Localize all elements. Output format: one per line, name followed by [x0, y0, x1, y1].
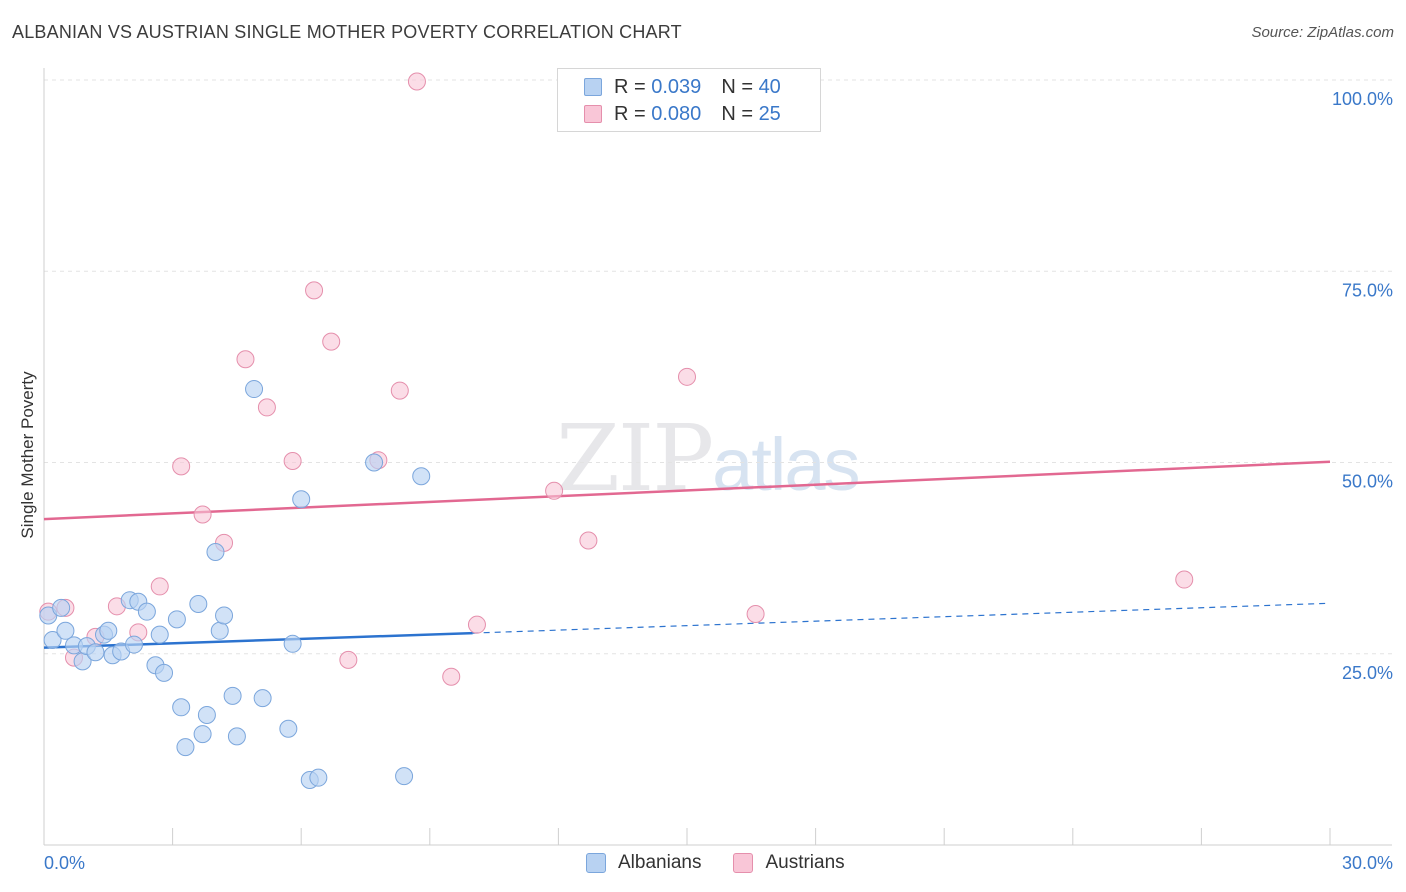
austrian-point [467, 615, 486, 634]
albanians-r-value: 0.039 [651, 75, 702, 98]
x-tick-label: 30.0% [1342, 853, 1393, 873]
austrians-n-value: 25 [758, 102, 781, 125]
r-label: R = [614, 75, 646, 98]
watermark-atlas: atlas [712, 423, 860, 506]
austrian-point [407, 72, 426, 91]
albanians-legend-label: Albanians [618, 852, 702, 873]
albanian-trend-extrapolation [472, 602, 1331, 634]
austrian-point [442, 667, 461, 686]
austrian-point [545, 481, 564, 500]
albanian-point [167, 610, 186, 629]
legend-row-austrians: R = 0.080 N = 25 [584, 102, 781, 126]
austrian-point [172, 457, 191, 476]
albanian-point [125, 635, 144, 654]
austrian-point [193, 505, 212, 524]
austrians-legend-label: Austrians [765, 852, 845, 873]
y-tick-label: 100.0% [1332, 89, 1393, 109]
albanian-point [253, 689, 272, 708]
albanian-point [86, 643, 105, 662]
chart-title: ALBANIAN VS AUSTRIAN SINGLE MOTHER POVER… [12, 22, 682, 42]
data-points [39, 72, 1194, 789]
austrian-point [305, 281, 324, 300]
legend-item-albanians[interactable]: Albanians [586, 852, 701, 874]
albanian-point [223, 686, 242, 705]
albanians-swatch [584, 78, 602, 96]
y-tick-label: 75.0% [1342, 280, 1393, 300]
albanian-point [43, 630, 62, 649]
albanian-point [245, 380, 264, 399]
austrian-point [678, 367, 696, 386]
albanian-point [210, 621, 229, 640]
albanian-point [137, 602, 156, 621]
albanian-point [292, 490, 311, 509]
y-tick-label: 25.0% [1342, 663, 1393, 683]
albanian-point [279, 719, 298, 738]
albanian-point [150, 625, 169, 644]
y-tick-label: 50.0% [1342, 472, 1393, 492]
albanian-point [206, 543, 225, 562]
albanian-point [227, 727, 246, 746]
austrian-point [746, 604, 765, 623]
austrian-point [257, 398, 276, 417]
stats-legend: R = 0.039 N = 40 R = 0.080 N = 25 [557, 68, 821, 132]
austrian-point [1175, 570, 1194, 589]
austrians-r-value: 0.080 [651, 102, 702, 125]
albanian-point [52, 598, 71, 617]
albanian-point [193, 725, 212, 744]
source-label: Source: ZipAtlas.com [1251, 24, 1394, 41]
albanian-point [176, 738, 195, 757]
austrian-point [283, 451, 302, 470]
albanian-point [215, 606, 234, 625]
n-label: N = [721, 75, 753, 98]
austrian-point [579, 531, 598, 550]
axes [43, 68, 1392, 846]
austrian-trend-line [43, 460, 1331, 521]
austrian-point [236, 350, 255, 369]
tick-labels: 25.0% 50.0% 75.0% 100.0% 0.0% 30.0% [44, 89, 1393, 873]
albanian-point [365, 453, 384, 472]
trend-lines [43, 460, 1331, 649]
legend-row-albanians: R = 0.039 N = 40 [584, 75, 781, 99]
austrian-point [322, 332, 341, 351]
albanian-point [283, 634, 302, 653]
legend-item-austrians[interactable]: Austrians [733, 852, 845, 874]
albanian-point [99, 621, 118, 640]
albanians-legend-swatch [586, 853, 606, 873]
albanians-n-value: 40 [758, 75, 781, 98]
n-label: N = [721, 102, 753, 125]
austrian-point [339, 650, 358, 669]
austrians-legend-swatch [733, 853, 754, 873]
series-legend: Albanians Austrians [586, 852, 877, 874]
austrian-point [390, 381, 409, 400]
albanian-point [197, 705, 216, 724]
austrians-swatch [584, 105, 602, 123]
albanian-point [412, 467, 431, 486]
albanian-point [189, 595, 208, 614]
albanian-point [56, 621, 75, 640]
albanian-point [155, 663, 174, 682]
austrian-point [150, 577, 169, 596]
albanian-point [395, 767, 414, 786]
albanian-point [172, 698, 191, 717]
x-tick-label: 0.0% [44, 853, 85, 873]
albanian-point [309, 768, 328, 787]
r-label: R = [614, 102, 646, 125]
